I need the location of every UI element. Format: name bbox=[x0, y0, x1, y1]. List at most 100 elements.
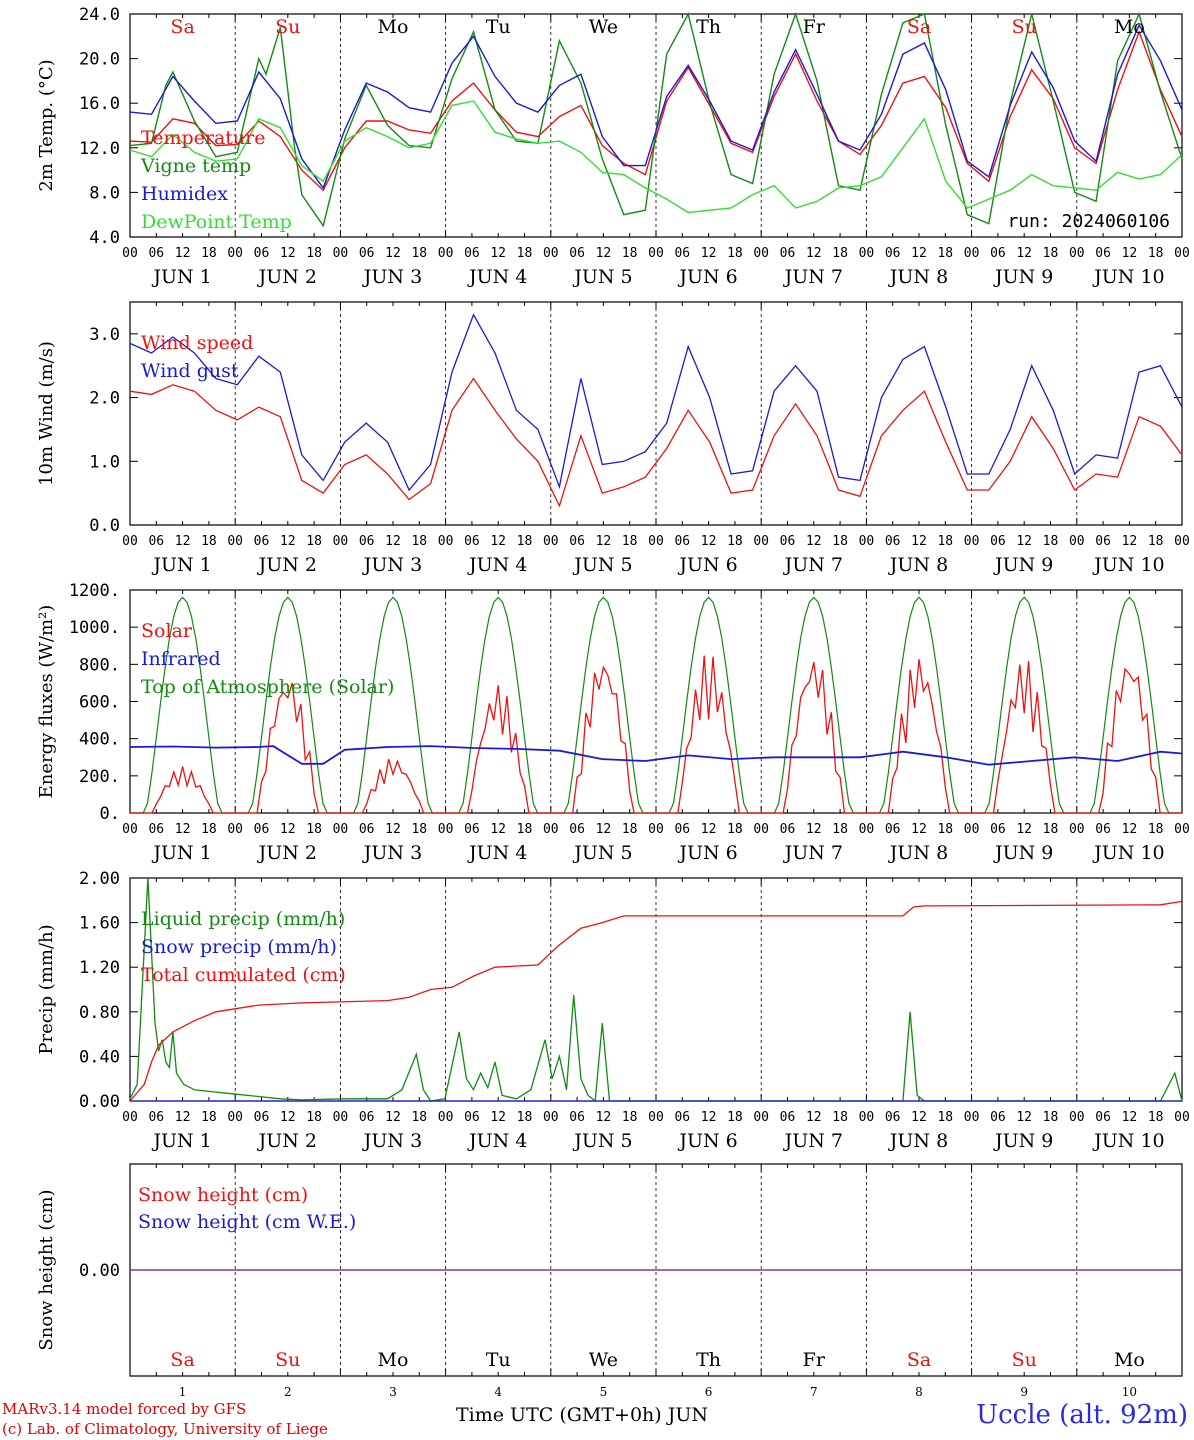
hour-tick-label: 06 bbox=[359, 1110, 375, 1125]
day-number: 2 bbox=[284, 1385, 292, 1399]
weekday-label: Fr bbox=[803, 1349, 826, 1371]
hour-tick-label: 18 bbox=[832, 246, 848, 261]
hour-tick-label: 00 bbox=[753, 246, 769, 261]
weekday-label: Mo bbox=[378, 1349, 409, 1371]
hour-tick-label: 18 bbox=[832, 534, 848, 549]
hour-tick-label: 00 bbox=[1069, 1110, 1085, 1125]
y-tick-label: 16.0 bbox=[79, 94, 120, 114]
weekday-label: Tu bbox=[486, 1349, 511, 1371]
y-tick-label: 0.00 bbox=[79, 1092, 120, 1112]
day-label: JUN 5 bbox=[572, 554, 632, 576]
weekday-label: Fr bbox=[803, 16, 826, 38]
hour-tick-label: 00 bbox=[1069, 534, 1085, 549]
y-axis-label-0: 2m Temp. (°C) bbox=[36, 59, 57, 191]
hour-tick-label: 18 bbox=[1148, 246, 1164, 261]
hour-tick-label: 12 bbox=[385, 534, 401, 549]
hour-tick-label: 18 bbox=[727, 534, 743, 549]
hour-tick-label: 18 bbox=[1043, 534, 1059, 549]
hour-tick-label: 00 bbox=[227, 246, 243, 261]
hour-tick-label: 00 bbox=[964, 246, 980, 261]
hour-tick-label: 18 bbox=[727, 246, 743, 261]
hour-tick-label: 00 bbox=[227, 822, 243, 837]
day-label: JUN 3 bbox=[362, 266, 422, 288]
hour-tick-label: 18 bbox=[517, 1110, 533, 1125]
day-number: 6 bbox=[705, 1385, 713, 1399]
hour-tick-label: 06 bbox=[885, 246, 901, 261]
temp-legend-1: Vigne temp bbox=[140, 155, 251, 177]
hour-tick-label: 18 bbox=[201, 246, 217, 261]
hour-tick-label: 18 bbox=[727, 822, 743, 837]
day-label: JUN 2 bbox=[257, 842, 317, 864]
hour-tick-label: 18 bbox=[937, 246, 953, 261]
y-tick-label: 0.80 bbox=[79, 1003, 120, 1023]
day-label: JUN 7 bbox=[783, 266, 843, 288]
hour-tick-label: 00 bbox=[1174, 246, 1190, 261]
y-tick-label: 20.0 bbox=[79, 50, 120, 70]
hour-tick-label: 18 bbox=[1043, 822, 1059, 837]
y-tick-label: 400. bbox=[79, 730, 120, 750]
hour-tick-label: 12 bbox=[490, 534, 506, 549]
day-label: JUN 6 bbox=[677, 266, 737, 288]
day-label: JUN 1 bbox=[151, 842, 211, 864]
day-number: 4 bbox=[494, 1385, 502, 1399]
hour-tick-label: 00 bbox=[333, 1110, 349, 1125]
hour-tick-label: 00 bbox=[438, 822, 454, 837]
y-tick-label: 1.60 bbox=[79, 914, 120, 934]
credit-line-2: (c) Lab. of Climatology, University of L… bbox=[2, 1420, 328, 1438]
hour-tick-label: 12 bbox=[175, 534, 191, 549]
y-tick-label: 1.20 bbox=[79, 958, 120, 978]
hour-tick-label: 12 bbox=[806, 246, 822, 261]
temp-series-2 bbox=[129, 23, 1183, 190]
day-label: JUN 6 bbox=[677, 1130, 737, 1152]
hour-tick-label: 12 bbox=[490, 822, 506, 837]
hour-tick-label: 00 bbox=[859, 1110, 875, 1125]
hour-tick-label: 12 bbox=[280, 1110, 296, 1125]
y-tick-label: 24.0 bbox=[79, 5, 120, 25]
hour-tick-label: 12 bbox=[911, 1110, 927, 1125]
hour-tick-label: 06 bbox=[569, 1110, 585, 1125]
panel-frame-2 bbox=[129, 589, 1183, 814]
y-tick-label: 1200. bbox=[69, 581, 120, 601]
weekday-label: Sa bbox=[907, 16, 931, 38]
hour-tick-label: 18 bbox=[517, 246, 533, 261]
weekday-label: Sa bbox=[907, 1349, 931, 1371]
hour-tick-label: 12 bbox=[385, 822, 401, 837]
weekday-label: Sa bbox=[170, 16, 194, 38]
precip-legend-1: Snow precip (mm/h) bbox=[141, 936, 337, 958]
hour-tick-label: 06 bbox=[674, 822, 690, 837]
hour-tick-label: 18 bbox=[411, 246, 427, 261]
hour-tick-label: 12 bbox=[701, 1110, 717, 1125]
snow-legend-1: Snow height (cm W.E.) bbox=[138, 1211, 356, 1233]
hour-tick-label: 12 bbox=[1016, 1110, 1032, 1125]
hour-tick-label: 18 bbox=[1148, 534, 1164, 549]
hour-tick-label: 00 bbox=[227, 534, 243, 549]
hour-tick-label: 06 bbox=[464, 246, 480, 261]
hour-tick-label: 06 bbox=[359, 822, 375, 837]
hour-tick-label: 18 bbox=[1148, 822, 1164, 837]
hour-tick-label: 12 bbox=[490, 1110, 506, 1125]
hour-tick-label: 06 bbox=[569, 534, 585, 549]
y-tick-label: 3.0 bbox=[89, 325, 120, 345]
hour-tick-label: 18 bbox=[1043, 1110, 1059, 1125]
hour-tick-label: 06 bbox=[254, 822, 270, 837]
hour-tick-label: 00 bbox=[122, 534, 138, 549]
hour-tick-label: 00 bbox=[964, 822, 980, 837]
hour-tick-label: 00 bbox=[333, 534, 349, 549]
hour-tick-label: 00 bbox=[859, 534, 875, 549]
hour-tick-label: 18 bbox=[201, 1110, 217, 1125]
hour-tick-label: 18 bbox=[937, 822, 953, 837]
hour-tick-label: 00 bbox=[543, 822, 559, 837]
y-axis-label-1: 10m Wind (m/s) bbox=[36, 341, 57, 486]
y-axis-label-4: Snow height (cm) bbox=[36, 1189, 57, 1350]
wind-series-1 bbox=[129, 313, 1183, 492]
y-axis-label-2: Energy fluxes (W/m²) bbox=[36, 605, 57, 799]
hour-tick-label: 12 bbox=[175, 822, 191, 837]
day-label: JUN 1 bbox=[151, 554, 211, 576]
hour-tick-label: 06 bbox=[780, 534, 796, 549]
day-label: JUN 1 bbox=[151, 266, 211, 288]
hour-tick-label: 18 bbox=[306, 822, 322, 837]
hour-tick-label: 18 bbox=[1043, 246, 1059, 261]
day-label: JUN 9 bbox=[993, 842, 1053, 864]
hour-tick-label: 12 bbox=[280, 822, 296, 837]
hour-tick-label: 06 bbox=[254, 246, 270, 261]
